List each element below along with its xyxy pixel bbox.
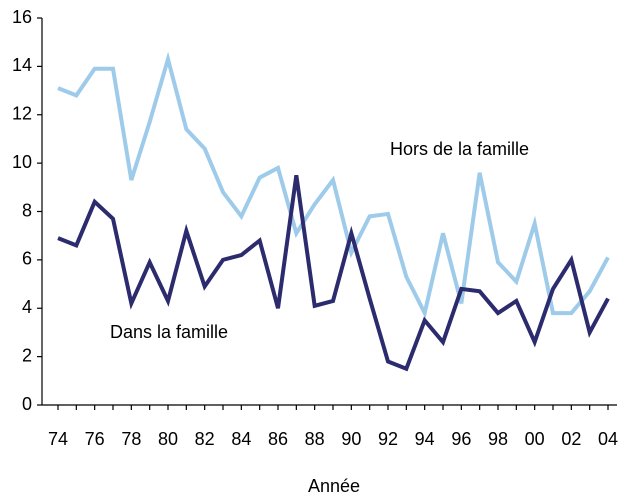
series-label: Dans la famille: [110, 322, 228, 342]
y-tick-label: 4: [22, 297, 32, 317]
y-tick-label: 14: [12, 55, 32, 75]
y-tick-label: 6: [22, 249, 32, 269]
y-tick-label: 8: [22, 200, 32, 220]
data-line: [57, 51, 610, 319]
y-tick-label: 16: [12, 7, 32, 27]
y-tick-label: 2: [22, 345, 32, 365]
data-line: [57, 174, 610, 372]
x-tick-label: 04: [598, 429, 618, 449]
y-tick-label: 12: [12, 104, 32, 124]
x-tick-label: 88: [305, 429, 325, 449]
x-tick-label: 82: [195, 429, 215, 449]
x-tick-label: 02: [561, 429, 581, 449]
x-tick-label: 76: [85, 429, 105, 449]
x-tick-label: 74: [48, 429, 68, 449]
x-tick-label: 84: [231, 429, 251, 449]
x-tick-label: 80: [158, 429, 178, 449]
x-tick-label: 78: [121, 429, 141, 449]
series-label: Hors de la famille: [390, 139, 529, 159]
y-tick-label: 10: [12, 152, 32, 172]
y-tick-label: 0: [22, 394, 32, 414]
x-tick-label: 92: [378, 429, 398, 449]
x-tick-label: 94: [415, 429, 435, 449]
x-tick-label: 90: [341, 429, 361, 449]
x-axis-label: Année: [308, 476, 360, 496]
x-tick-label: 86: [268, 429, 288, 449]
x-tick-label: 00: [525, 429, 545, 449]
x-tick-label: 98: [488, 429, 508, 449]
x-tick-label: 96: [451, 429, 471, 449]
